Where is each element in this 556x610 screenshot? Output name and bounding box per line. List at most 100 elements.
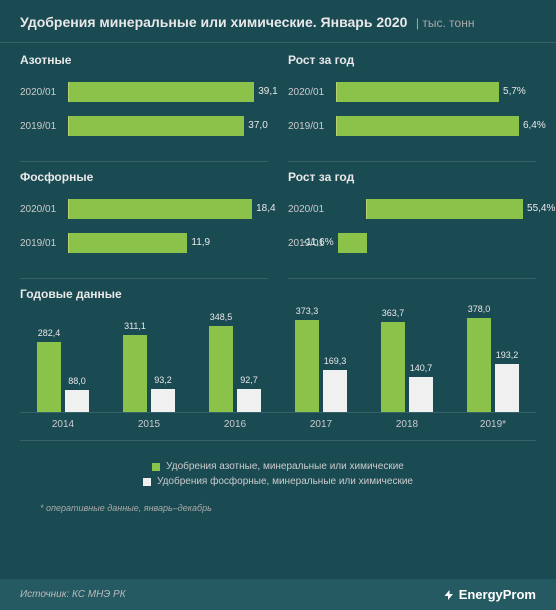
year-label: 2018 xyxy=(364,419,450,430)
hbar-value: 37,0 xyxy=(248,120,267,131)
hbar-track: -11,6% xyxy=(366,233,536,253)
hbar-value: 18,4 xyxy=(256,203,275,214)
panel-title: Азотные xyxy=(20,53,268,67)
header: Удобрения минеральные или химические. Ян… xyxy=(0,0,556,43)
hbar-value: 11,9 xyxy=(191,237,210,248)
year-labels: 201420152016201720182019* xyxy=(20,419,536,430)
hbar-value: 6,4% xyxy=(523,120,546,131)
hbar-chart: 2020/01 55,4% 2019/01-11,6% xyxy=(288,198,536,254)
year-label: 2014 xyxy=(20,419,106,430)
hbar-label: 2019/01 xyxy=(20,121,68,132)
vbar-white: 169,3 xyxy=(323,370,347,412)
panel-phosphor-growth: Рост за год 2020/01 55,4% 2019/01-11,6% xyxy=(288,170,536,279)
vbar-green: 348,5 xyxy=(209,326,233,412)
brand: EnergyProm xyxy=(443,587,536,602)
row-nitrogen: Азотные 2020/0139,12019/0137,0 Рост за г… xyxy=(20,53,536,162)
hbar-chart: 2020/0139,1 2019/01 37,0 xyxy=(20,81,268,137)
brand-label: EnergyProm xyxy=(459,587,536,602)
footer: Источник: КС МНЭ РК EnergyProm xyxy=(0,579,556,610)
year-group: 378,0 193,2 xyxy=(450,313,536,412)
year-label: 2016 xyxy=(192,419,278,430)
hbar-track: 5,7% xyxy=(336,82,536,102)
vbar-value: 92,7 xyxy=(240,375,258,385)
hbar-track: 37,0 xyxy=(68,116,268,136)
hbar-chart: 2020/01 5,7% 2019/016,4% xyxy=(288,81,536,137)
hbar-label: 2019/01 xyxy=(20,238,68,249)
vbar-green: 363,7 xyxy=(381,322,405,412)
page-title: Удобрения минеральные или химические. Ян… xyxy=(20,14,407,30)
legend-item-green: Удобрения азотные, минеральные или химич… xyxy=(40,461,516,472)
hbar-track: 6,4% xyxy=(336,116,536,136)
hbar-value: 39,1 xyxy=(258,86,277,97)
hbar-label: 2020/01 xyxy=(288,204,336,215)
panel-phosphor: Фосфорные 2020/0118,42019/0111,9 xyxy=(20,170,268,279)
vbar-green: 378,0 xyxy=(467,318,491,412)
legend-swatch-green xyxy=(152,463,160,471)
vbar-value: 348,5 xyxy=(210,312,233,322)
row-phosphor: Фосфорные 2020/0118,42019/0111,9 Рост за… xyxy=(20,170,536,279)
vbar-value: 88,0 xyxy=(68,376,86,386)
hbar-fill xyxy=(69,233,187,253)
hbar-label: 2020/01 xyxy=(20,87,68,98)
year-label: 2015 xyxy=(106,419,192,430)
legend-item-white: Удобрения фосфорные, минеральные или хим… xyxy=(40,476,516,487)
year-group: 363,7140,7 xyxy=(364,313,450,412)
vbar-value: 363,7 xyxy=(382,308,405,318)
legend: Удобрения азотные, минеральные или химич… xyxy=(20,451,536,501)
hbar-fill xyxy=(69,82,254,102)
hbar-label: 2020/01 xyxy=(288,87,336,98)
vbar-value: 311,1 xyxy=(124,321,146,331)
vbar-value: 282,4 xyxy=(38,328,61,338)
vbar-value: 193,2 xyxy=(496,350,519,360)
vbar-value: 378,0 xyxy=(468,304,491,314)
hbar-value: 5,7% xyxy=(503,86,526,97)
hbar-value: 55,4% xyxy=(527,203,555,214)
hbar-value: -11,6% xyxy=(303,237,334,248)
hbar-label: 2019/01 xyxy=(288,121,336,132)
hbar-track: 55,4% xyxy=(366,199,536,219)
source-label: Источник: КС МНЭ РК xyxy=(20,589,126,600)
year-group: 348,592,7 xyxy=(192,313,278,412)
year-group: 282,488,0 xyxy=(20,313,106,412)
lightning-icon xyxy=(443,589,455,601)
hbar-track: 39,1 xyxy=(68,82,268,102)
vbar-chart: 282,488,0311,193,2348,592,7373,3169,3363… xyxy=(20,313,536,413)
panel-title: Рост за год xyxy=(288,170,536,184)
year-label: 2019* xyxy=(450,419,536,430)
vbar-green: 373,3 xyxy=(295,320,319,412)
vbar-green: 311,1 xyxy=(123,335,147,412)
panel-nitrogen: Азотные 2020/0139,1 2019/01 37,0 xyxy=(20,53,268,162)
hbar-fill xyxy=(69,116,244,136)
vbar-value: 373,3 xyxy=(296,306,319,316)
vbar-green: 282,4 xyxy=(37,342,61,412)
vbar-value: 169,3 xyxy=(324,356,347,366)
year-group: 373,3169,3 xyxy=(278,313,364,412)
vbar-white: 92,7 xyxy=(237,389,261,412)
hbar-fill xyxy=(367,199,523,219)
hbar-row: 2019/01 11,9 xyxy=(20,232,268,254)
unit-label: | тыс. тонн xyxy=(416,16,475,30)
legend-label: Удобрения фосфорные, минеральные или хим… xyxy=(157,476,413,487)
vbar-white: 93,2 xyxy=(151,389,175,412)
panel-nitrogen-growth: Рост за год 2020/01 5,7% 2019/016,4% xyxy=(288,53,536,162)
year-group: 311,193,2 xyxy=(106,313,192,412)
panel-title: Рост за год xyxy=(288,53,536,67)
hbar-fill xyxy=(337,82,499,102)
legend-label: Удобрения азотные, минеральные или химич… xyxy=(166,461,404,472)
hbar-row: 2020/0118,4 xyxy=(20,198,268,220)
vbar-white: 140,7 xyxy=(409,377,433,412)
content: Азотные 2020/0139,12019/0137,0 Рост за г… xyxy=(0,43,556,519)
hbar-chart: 2020/0118,4 2019/01 11,9 xyxy=(20,198,268,254)
year-label: 2017 xyxy=(278,419,364,430)
hbar-fill xyxy=(69,199,252,219)
vbar-white: 88,0 xyxy=(65,390,89,412)
hbar-label: 2020/01 xyxy=(20,204,68,215)
hbar-row: 2020/01 5,7% xyxy=(288,81,536,103)
hbar-row: 2019/01 37,0 xyxy=(20,115,268,137)
hbar-fill: -11,6% xyxy=(338,233,367,253)
panel-title: Годовые данные xyxy=(20,287,536,301)
vbar-value: 93,2 xyxy=(154,375,172,385)
hbar-row: 2019/01-11,6% xyxy=(288,232,536,254)
hbar-row: 2019/016,4% xyxy=(288,115,536,137)
footnote: * оперативные данные, январь–декабрь xyxy=(20,501,536,519)
